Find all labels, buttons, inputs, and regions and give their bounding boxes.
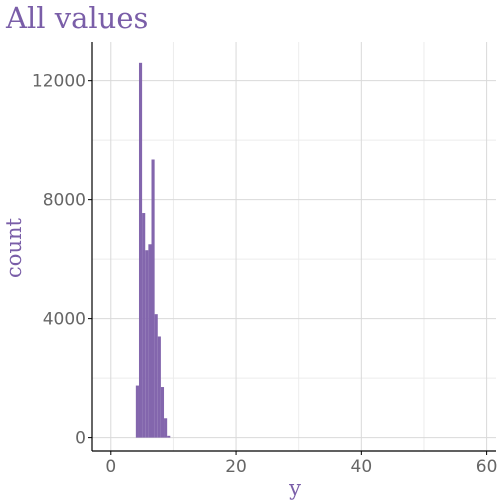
histogram-bar — [154, 314, 158, 438]
bar-layer — [135, 62, 171, 438]
y-tick-label: 0 — [75, 429, 86, 449]
histogram-bar — [151, 159, 155, 438]
x-axis-title: y — [289, 476, 301, 500]
histogram-bar — [160, 387, 165, 438]
y-tick-label: 8000 — [43, 191, 86, 211]
y-tick-label: 4000 — [43, 310, 86, 330]
histogram-bar — [142, 213, 146, 438]
x-tick-label: 40 — [351, 457, 373, 477]
x-tick-label: 0 — [105, 457, 116, 477]
x-tick-label: 60 — [476, 457, 498, 477]
chart-title: All values — [6, 1, 149, 35]
histogram-bar — [164, 418, 168, 438]
axis-layer — [91, 42, 496, 452]
tick-layer: 0 20 40 60 0 4000 8000 12000 — [32, 72, 498, 477]
histogram-bar — [145, 250, 149, 438]
histogram-bar — [135, 385, 139, 438]
histogram-bar — [157, 336, 161, 438]
y-tick-label: 12000 — [32, 72, 86, 92]
histogram-bar — [138, 62, 143, 438]
histogram-bar — [167, 435, 171, 438]
histogram-bar — [148, 244, 152, 438]
x-tick-label: 20 — [225, 457, 247, 477]
